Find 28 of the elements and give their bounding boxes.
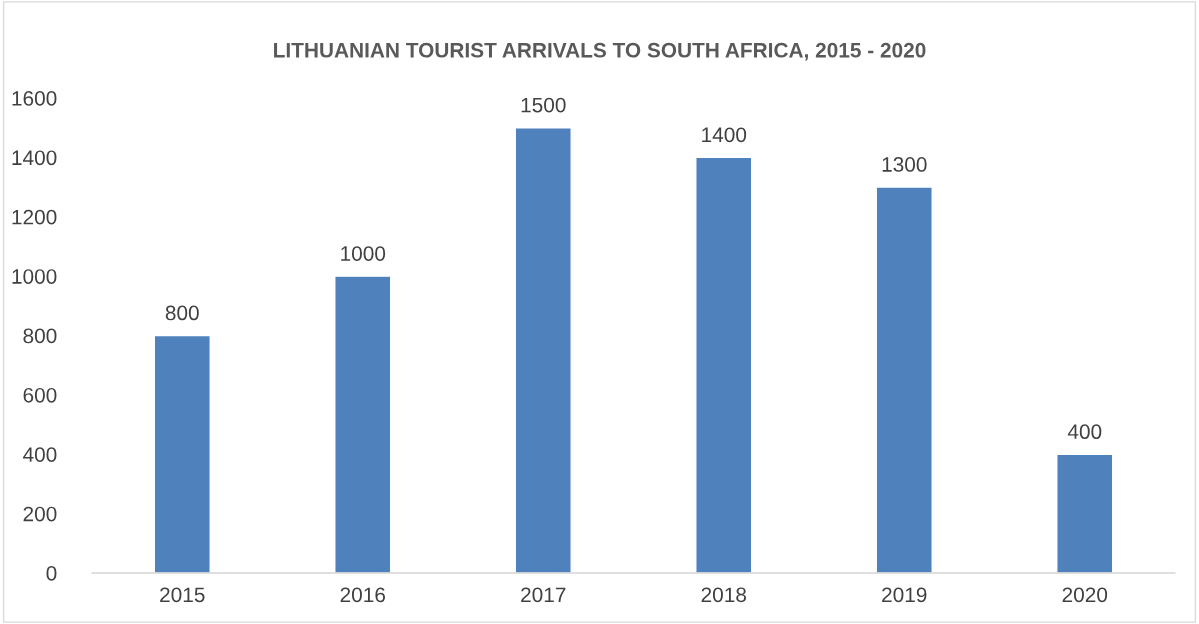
y-tick-label: 200 <box>23 506 57 522</box>
bar <box>334 275 392 573</box>
y-tick-label: 600 <box>23 387 57 403</box>
bar <box>153 334 211 573</box>
y-tick-label: 1200 <box>12 209 57 225</box>
x-tick-label: 2015 <box>160 587 205 603</box>
x-tick-label: 2020 <box>1062 587 1108 603</box>
y-tick-label: 1400 <box>12 150 57 166</box>
data-label: 400 <box>1067 424 1102 440</box>
data-label: 1500 <box>521 97 566 113</box>
bar <box>875 186 933 573</box>
x-tick-label: 2016 <box>340 587 386 603</box>
x-tick-label: 2019 <box>882 587 927 603</box>
y-tick-label: 400 <box>23 447 57 462</box>
bar <box>1056 453 1114 573</box>
y-tick-label: 800 <box>23 328 57 344</box>
chart-title: LITHUANIAN TOURIST ARRIVALS TO SOUTH AFRICA, 2015 - 2020 <box>274 42 926 61</box>
data-label: 1300 <box>882 157 927 172</box>
y-tick-label: 0 <box>46 566 57 581</box>
data-label: 1400 <box>702 127 747 143</box>
data-label: 800 <box>165 305 199 321</box>
bar <box>695 156 753 573</box>
x-tick-label: 2017 <box>521 587 566 603</box>
data-label: 1000 <box>341 246 386 261</box>
x-tick-label: 2018 <box>701 587 747 603</box>
y-tick-label: 1600 <box>12 91 57 106</box>
bar <box>514 126 572 573</box>
y-tick-label: 1000 <box>12 269 57 284</box>
